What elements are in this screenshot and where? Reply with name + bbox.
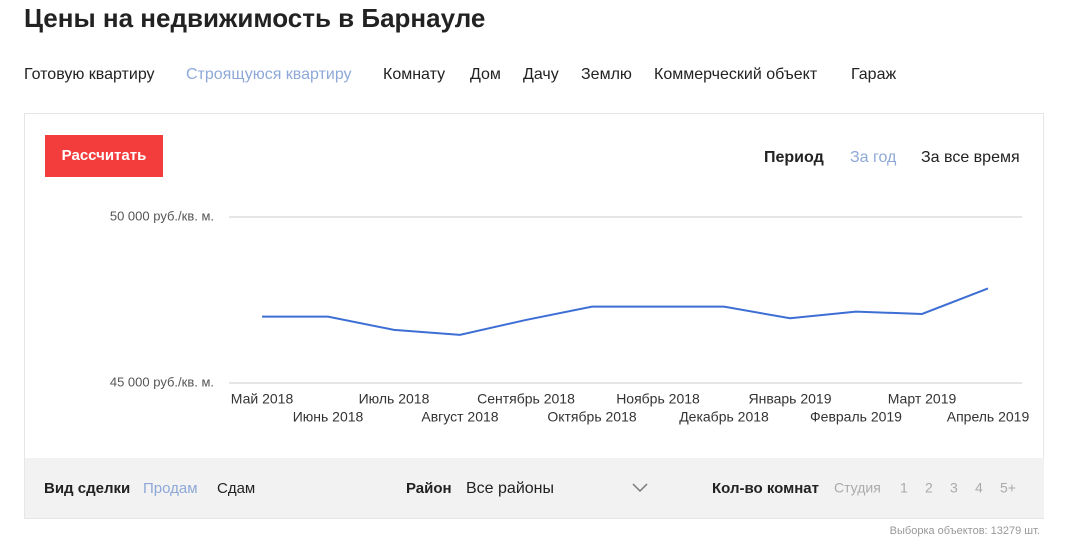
price-line [262, 287, 989, 336]
page-title: Цены на недвижимость в Барнауле [24, 3, 485, 33]
nav-tab[interactable]: Землю [581, 66, 632, 83]
period-option[interactable]: За год [850, 149, 897, 166]
room-option[interactable]: 2 [925, 480, 933, 496]
chart-card [24, 113, 1044, 519]
deal-label: Вид сделки [44, 480, 130, 497]
x-tick-label: Июль 2018 [359, 391, 430, 407]
period-option[interactable]: За все время [921, 149, 1020, 166]
dropdown-chevron[interactable] [632, 483, 648, 493]
x-tick-label: Июнь 2018 [293, 409, 364, 425]
x-tick-label: Январь 2019 [748, 391, 831, 407]
x-tick-label: Ноябрь 2018 [616, 391, 700, 407]
x-tick-label: Май 2018 [231, 391, 294, 407]
nav-tab[interactable]: Строящуюся квартиру [186, 66, 352, 83]
nav-tab[interactable]: Готовую квартиру [24, 66, 155, 83]
x-tick-label: Сентябрь 2018 [477, 391, 575, 407]
deal-option[interactable]: Сдам [217, 480, 255, 497]
x-tick-label: Декабрь 2018 [679, 409, 769, 425]
deal-option[interactable]: Продам [143, 480, 198, 497]
y-tick-label: 45 000 руб./кв. м. [110, 374, 214, 389]
room-option[interactable]: 3 [950, 480, 958, 496]
nav-tab[interactable]: Комнату [383, 66, 445, 83]
nav-tab[interactable]: Коммерческий объект [654, 66, 818, 83]
district-label: Район [406, 480, 452, 497]
nav-tab[interactable]: Дом [470, 66, 501, 83]
x-tick-label: Март 2019 [888, 391, 957, 407]
count-text: Выборка объектов: 13279 шт. [890, 525, 1040, 537]
x-tick-label: Август 2018 [421, 409, 498, 425]
district-value[interactable]: Все районы [466, 480, 554, 497]
x-tick-label: Февраль 2019 [810, 409, 902, 425]
x-tick-label: Апрель 2019 [947, 409, 1030, 425]
nav-tab[interactable]: Дачу [523, 66, 559, 83]
rooms-label: Кол-во комнат [712, 480, 819, 497]
period-label: Период [764, 149, 824, 166]
y-tick-label: 50 000 руб./кв. м. [110, 208, 214, 223]
room-option[interactable]: 4 [975, 480, 983, 496]
calc-button-label[interactable]: Рассчитать [62, 147, 147, 164]
calc-button[interactable] [45, 135, 163, 177]
filter-bar [25, 458, 1044, 518]
nav-tab[interactable]: Гараж [851, 66, 896, 83]
room-option[interactable]: Студия [834, 480, 881, 496]
room-option[interactable]: 1 [900, 480, 908, 496]
room-option[interactable]: 5+ [1000, 480, 1016, 496]
x-tick-label: Октябрь 2018 [547, 409, 637, 425]
